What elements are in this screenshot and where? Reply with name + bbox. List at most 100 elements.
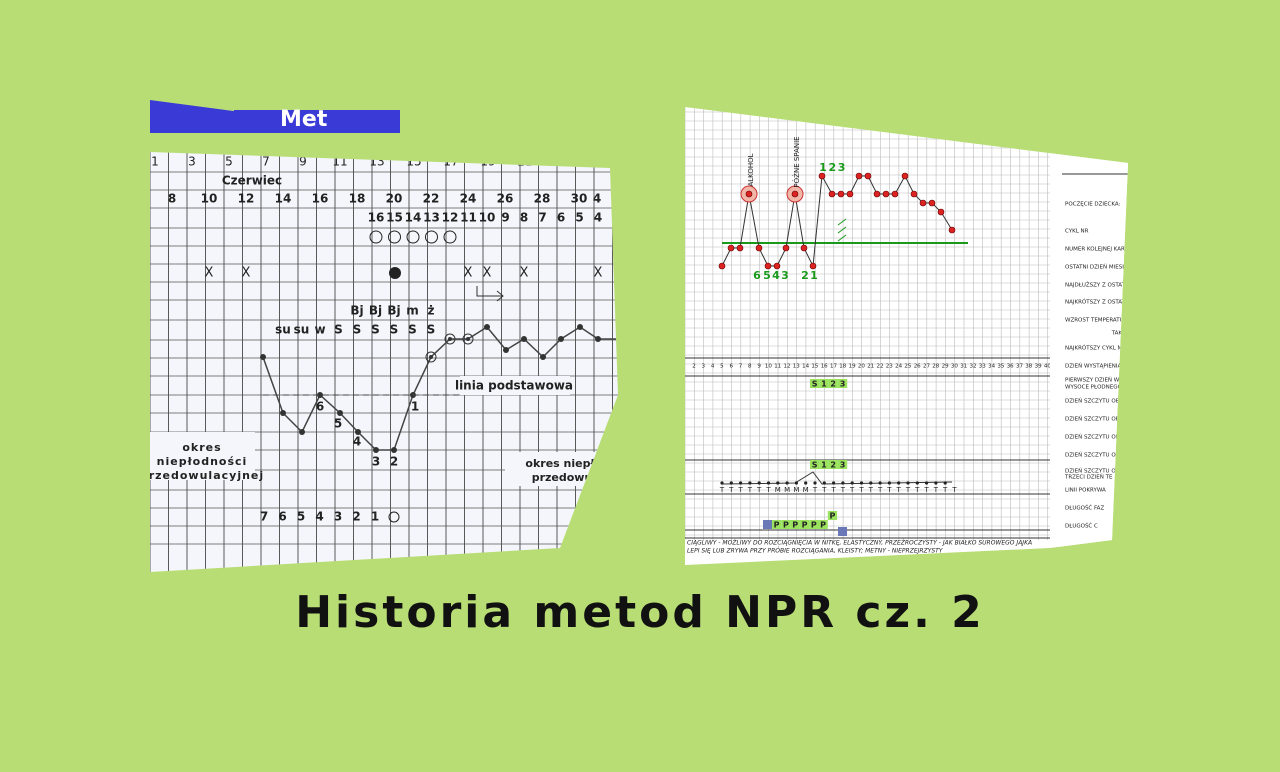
point [355, 429, 361, 435]
label: M [784, 486, 790, 494]
point [757, 481, 761, 485]
label: DZIEŃ SZCZYTU OBJAWU [1065, 416, 1134, 423]
point [317, 392, 323, 398]
label: 5 [225, 155, 233, 169]
label: CYKL NR [1065, 229, 1089, 235]
label: 17 [830, 364, 837, 370]
label: TAK [1111, 331, 1123, 337]
label: 38 [1025, 364, 1032, 370]
label: PÓŹNE SPANIE [792, 136, 801, 187]
label: S [408, 323, 417, 337]
label: 9 [501, 211, 509, 225]
point [764, 262, 772, 270]
cell [763, 520, 772, 529]
temperature-line [721, 174, 953, 268]
label: P [820, 521, 826, 530]
label: 28 [534, 192, 551, 206]
label: T [914, 486, 920, 494]
point [869, 481, 873, 485]
temperature-line [262, 326, 618, 451]
label: P [792, 521, 798, 530]
label: niepłodności [157, 455, 248, 468]
label: T [923, 486, 929, 494]
label: DZIEŃ SZCZYTU OBJA [1065, 434, 1125, 441]
label: 15 [386, 211, 403, 225]
label: 2 [801, 269, 809, 282]
point [915, 481, 919, 485]
label: 1 [411, 400, 419, 414]
temp-line [721, 471, 953, 485]
label: 7 [739, 364, 743, 370]
point [558, 336, 564, 342]
label: 23 [554, 155, 569, 169]
label: T [840, 486, 846, 494]
label: T [896, 486, 902, 494]
point [901, 172, 909, 180]
label: CIĄGLIWY - MOŻLIWY DO ROZCIĄGNIĘCIA W NI… [687, 539, 1032, 547]
point [928, 199, 936, 207]
peak-cell [810, 379, 820, 388]
point [818, 172, 826, 180]
label: 26 [914, 364, 921, 370]
circle-mark [388, 230, 401, 244]
label: 1 [819, 161, 827, 174]
label: 3 [372, 455, 380, 469]
point [739, 481, 743, 485]
point [897, 481, 901, 485]
label: okres [182, 441, 221, 454]
peak-cell [819, 379, 829, 388]
peak-cell [828, 460, 838, 469]
label: 22 [877, 364, 884, 370]
label: 6 [753, 269, 761, 282]
p-cell [809, 520, 819, 529]
point [337, 410, 343, 416]
label: 8 [520, 211, 528, 225]
label: 21 [517, 155, 532, 169]
arrow [476, 286, 504, 302]
point [850, 481, 854, 485]
label: 4 [711, 364, 715, 370]
label: przedowu [532, 471, 593, 484]
point [832, 481, 836, 485]
label: 4 [353, 435, 361, 449]
label: T [728, 486, 734, 494]
label: 2 [692, 364, 696, 370]
label: 22 [423, 192, 440, 206]
label: w [314, 323, 325, 337]
label: T [951, 486, 957, 494]
label: 7 [260, 510, 268, 524]
point [718, 262, 726, 270]
label: 3 [838, 161, 846, 174]
label: T [942, 486, 948, 494]
p-cell [827, 511, 838, 520]
label: DZIEŃ SZCZYTU OBJ [1065, 452, 1121, 459]
label: 18 [349, 192, 366, 206]
label: 3 [840, 461, 846, 470]
point [910, 190, 918, 198]
label: OSTATNI DZIEŃ MIESIĄCZK [1065, 264, 1139, 271]
label: S [427, 323, 436, 337]
point [462, 333, 474, 345]
point [925, 481, 929, 485]
label: 3 [334, 510, 342, 524]
peak-cell [810, 460, 820, 469]
label: 10 [201, 192, 218, 206]
label: 13 [793, 364, 800, 370]
label: NAJKRÓTSZY CYKL MINUS [1065, 345, 1136, 352]
point [429, 355, 433, 359]
header-band [234, 110, 400, 133]
point [729, 481, 733, 485]
label: PIERWSZY DZIEŃ WYSTĄPIEN [1065, 377, 1146, 384]
header-text: Met [280, 107, 328, 132]
label: 19 [849, 364, 856, 370]
label: 2 [390, 455, 398, 469]
label: ALKOHOL [747, 153, 755, 186]
point [425, 351, 437, 363]
p-cell [781, 520, 791, 529]
label: 6 [316, 400, 324, 414]
point [391, 447, 397, 453]
label: S [812, 380, 818, 389]
point [736, 244, 744, 252]
label: 5 [575, 211, 583, 225]
point [448, 337, 452, 341]
